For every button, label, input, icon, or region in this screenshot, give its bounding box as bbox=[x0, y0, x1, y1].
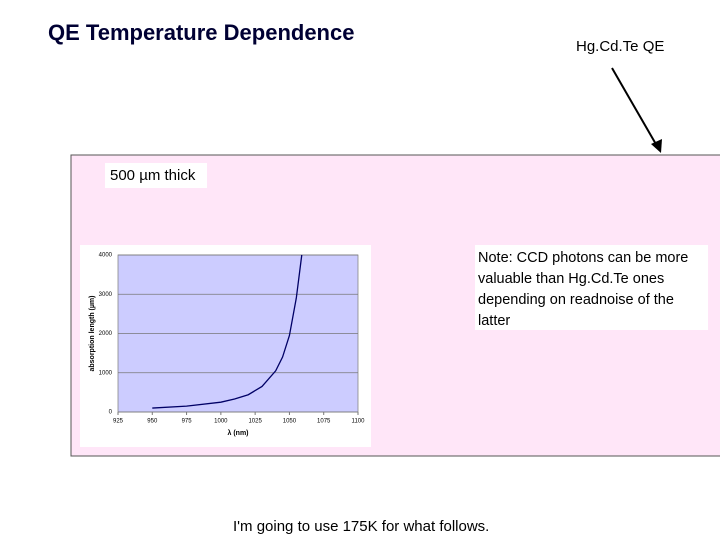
x-tick-label: 950 bbox=[147, 419, 158, 425]
thickness-label: 500 µm thick bbox=[110, 167, 196, 184]
note: Note: CCD photons can be more valuable t… bbox=[478, 250, 689, 329]
x-tick-label: 1000 bbox=[214, 419, 228, 425]
arrow bbox=[611, 67, 658, 147]
y-tick-label: 0 bbox=[109, 410, 113, 416]
arrow-head bbox=[651, 139, 662, 153]
note-box bbox=[475, 245, 708, 330]
y-tick-label: 4000 bbox=[99, 253, 113, 259]
x-axis-label: λ (nm) bbox=[228, 429, 249, 437]
x-tick-label: 1025 bbox=[248, 419, 262, 425]
x-tick-label: 1100 bbox=[352, 419, 366, 425]
x-tick-label: 925 bbox=[113, 419, 124, 425]
y-tick-label: 3000 bbox=[99, 292, 113, 298]
arrow-label: Hg.Cd.Te QE bbox=[576, 38, 664, 55]
x-tick-label: 975 bbox=[182, 419, 193, 425]
x-tick-label: 1075 bbox=[317, 419, 331, 425]
y-tick-label: 1000 bbox=[99, 370, 113, 376]
note-container: Note: CCD photons can be more valuable t… bbox=[478, 250, 689, 329]
y-tick-label: 2000 bbox=[99, 331, 113, 337]
x-tick-label: 1050 bbox=[283, 419, 297, 425]
data-line bbox=[152, 254, 303, 409]
label-box bbox=[105, 163, 207, 188]
y-axis-label: absorption length (µm) bbox=[89, 296, 96, 372]
chart: 0 1000 2000 3000 4000 925 950 975 1000 1025 1050 10… bbox=[89, 253, 365, 437]
footer: I'm going to use 175K for what follows. bbox=[233, 518, 489, 535]
slide-title: QE Temperature Dependence bbox=[48, 20, 354, 45]
